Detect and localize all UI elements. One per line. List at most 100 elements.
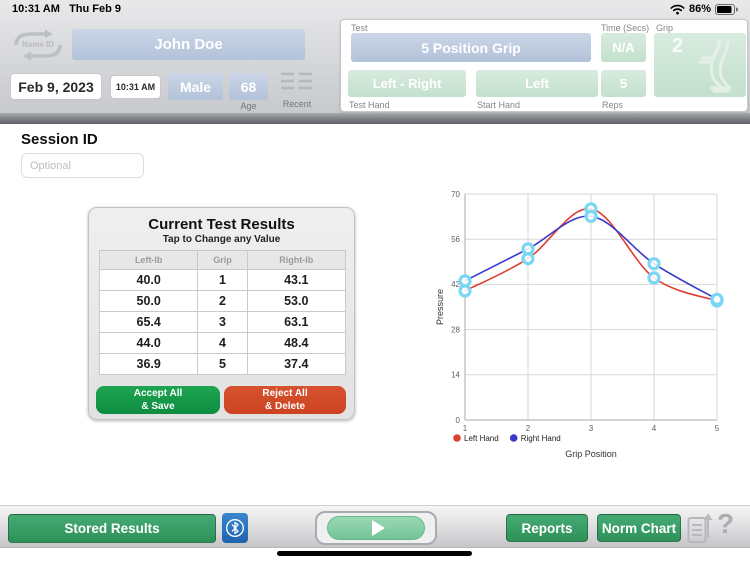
svg-text:56: 56 [451, 235, 460, 244]
reps-label: Reps [602, 100, 624, 110]
test-hand-field[interactable]: Left - Right [348, 70, 466, 97]
bottom-toolbar: Stored Results Reports Norm Chart ? [0, 505, 750, 548]
start-hand-field[interactable]: Left [476, 70, 598, 97]
result-value-cell[interactable]: 44.0 [98, 332, 199, 354]
result-value-cell[interactable]: 3 [197, 311, 248, 333]
results-table: Left-lb Grip Right-lb 40.0 1 43.1 50.0 2 53.0 65… [98, 250, 347, 375]
table-row: 40.0 1 43.1 [98, 269, 347, 291]
svg-text:4: 4 [652, 424, 657, 433]
accept-line2: & Save [141, 401, 175, 412]
result-value-cell[interactable]: 48.4 [246, 332, 347, 354]
svg-text:5: 5 [715, 424, 720, 433]
home-indicator[interactable] [277, 551, 472, 556]
top-toolbar: 10:31 AM Thu Feb 9 86% [0, 0, 750, 113]
results-column-header: Right-lb [246, 250, 347, 270]
age-label: Age [240, 101, 257, 111]
result-value-cell[interactable]: 63.1 [246, 311, 347, 333]
session-id-input[interactable] [21, 153, 144, 178]
reports-button[interactable]: Reports [506, 514, 588, 542]
reject-line2: & Delete [264, 401, 305, 412]
play-button-inner [327, 516, 425, 540]
results-subtitle: Tap to Change any Value [162, 234, 281, 245]
svg-text:Pressure: Pressure [435, 289, 445, 325]
test-label: Test [351, 23, 368, 33]
reps-field[interactable]: 5 [601, 70, 646, 97]
stored-results-button[interactable]: Stored Results [8, 514, 216, 543]
name-id-toggle-icon[interactable] [8, 27, 68, 63]
result-value-cell[interactable]: 50.0 [98, 290, 199, 312]
svg-text:70: 70 [451, 190, 460, 199]
svg-text:28: 28 [451, 325, 460, 334]
test-hand-label: Test Hand [349, 100, 390, 110]
time-button[interactable]: 10:31 AM [110, 75, 161, 99]
battery-icon [715, 3, 738, 15]
svg-text:1: 1 [463, 424, 468, 433]
time-secs-label: Time (Secs) [601, 23, 650, 33]
grip-chart-svg: 0 14 28 42 56 70 1 2 3 4 5 Left Hand Right Hand Grip … [435, 190, 724, 459]
status-right: 86% [670, 3, 738, 15]
status-date: Thu Feb 9 [69, 3, 122, 15]
bluetooth-icon [225, 518, 245, 538]
gender-field[interactable]: Male [168, 73, 223, 100]
table-row: 44.0 4 48.4 [98, 332, 347, 354]
recent-button[interactable]: Recent [279, 70, 315, 112]
svg-text:Right Hand: Right Hand [521, 434, 561, 443]
age-field[interactable]: 68 [229, 73, 268, 100]
toolbar-divider [0, 113, 750, 124]
table-row: 65.4 3 63.1 [98, 311, 347, 333]
grip-position-chart: 0 14 28 42 56 70 1 2 3 4 5 Left Hand Right Hand Grip … [430, 185, 742, 465]
result-value-cell[interactable]: 37.4 [246, 353, 347, 375]
results-header-row: Left-lb Grip Right-lb [98, 250, 347, 270]
battery-percent: 86% [688, 3, 711, 15]
help-button[interactable]: ? [717, 508, 735, 539]
results-column-header: Left-lb [98, 250, 199, 270]
test-settings-panel: Test 5 Position Grip Time (Secs) N/A Gri… [340, 19, 748, 112]
svg-text:3: 3 [589, 424, 594, 433]
status-left: 10:31 AM Thu Feb 9 [12, 3, 121, 15]
bluetooth-button[interactable] [222, 513, 248, 543]
result-value-cell[interactable]: 4 [197, 332, 248, 354]
reject-all-delete-button[interactable]: Reject All & Delete [224, 386, 346, 414]
svg-text:14: 14 [451, 371, 460, 380]
recent-list-icon [281, 72, 312, 90]
current-test-results-card: Current Test Results Tap to Change any V… [88, 207, 355, 420]
test-type-field[interactable]: 5 Position Grip [351, 33, 591, 62]
table-row: 36.9 5 37.4 [98, 353, 347, 375]
status-time: 10:31 AM [12, 3, 60, 15]
result-value-cell[interactable]: 1 [197, 269, 248, 291]
recent-label: Recent [282, 99, 312, 109]
grip-position-field[interactable]: 2 [654, 33, 746, 97]
result-value-cell[interactable]: 5 [197, 353, 248, 375]
accept-all-save-button[interactable]: Accept All & Save [96, 386, 220, 414]
result-value-cell[interactable]: 36.9 [98, 353, 199, 375]
svg-text:Left Hand: Left Hand [464, 434, 499, 443]
result-value-cell[interactable]: 65.4 [98, 311, 199, 333]
result-value-cell[interactable]: 40.0 [98, 269, 199, 291]
date-button[interactable]: Feb 9, 2023 [10, 73, 102, 100]
reject-line1: Reject All [262, 388, 308, 399]
svg-text:2: 2 [526, 424, 531, 433]
result-value-cell[interactable]: 2 [197, 290, 248, 312]
norm-chart-button[interactable]: Norm Chart [597, 514, 681, 542]
export-report-icon[interactable] [687, 512, 714, 544]
result-value-cell[interactable]: 53.0 [246, 290, 347, 312]
grip-label: Grip [656, 23, 674, 33]
svg-text:42: 42 [451, 280, 460, 289]
svg-text:Grip Position: Grip Position [565, 449, 617, 459]
table-row: 50.0 2 53.0 [98, 290, 347, 312]
session-id-label: Session ID [21, 131, 98, 148]
wifi-icon [670, 4, 685, 15]
patient-name-field[interactable]: John Doe [72, 29, 305, 60]
result-value-cell[interactable]: 43.1 [246, 269, 347, 291]
accept-line1: Accept All [133, 388, 183, 399]
time-secs-field[interactable]: N/A [601, 33, 646, 62]
play-icon [371, 520, 385, 536]
status-bar: 10:31 AM Thu Feb 9 86% [0, 0, 750, 18]
name-id-label: Name ID [21, 40, 54, 49]
play-button[interactable] [315, 511, 437, 545]
start-hand-label: Start Hand [477, 100, 521, 110]
results-title: Current Test Results [148, 216, 295, 233]
results-column-header: Grip [197, 250, 248, 270]
svg-text:0: 0 [456, 416, 461, 425]
